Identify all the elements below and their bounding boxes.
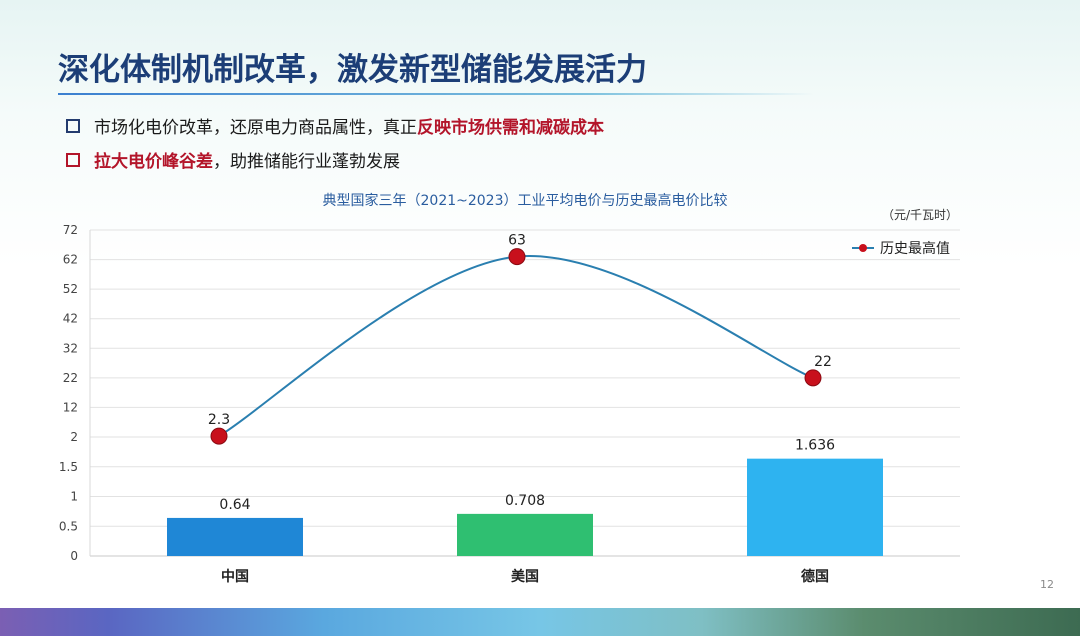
bar-label-1: 0.708 (505, 493, 545, 509)
line-point-label-0: 2.3 (208, 412, 230, 428)
bar-label-2: 1.636 (795, 438, 835, 454)
y-tick-upper: 62 (63, 253, 78, 267)
bullet-1-text: 市场化电价改革，还原电力商品属性，真正 (94, 118, 417, 138)
y-tick-lower: 0.5 (59, 519, 78, 533)
category-label-2: 德国 (801, 568, 829, 585)
bullet-1: 市场化电价改革，还原电力商品属性，真正 反映市场供需和减碳成本 (66, 113, 604, 138)
legend-label: 历史最高值 (880, 240, 950, 257)
line-series-historical-max (218, 255, 814, 437)
y-tick-lower: 0 (70, 549, 78, 563)
y-tick-upper: 22 (63, 371, 78, 385)
y-tick-upper: 2 (70, 430, 78, 444)
category-label-1: 美国 (511, 568, 539, 585)
line-point-label-2: 22 (814, 354, 832, 370)
legend-marker-icon (859, 244, 867, 252)
y-tick-upper: 32 (63, 341, 78, 355)
bar-2 (747, 458, 883, 556)
y-tick-lower: 1 (70, 490, 78, 504)
line-point-0 (210, 427, 228, 445)
chart-title: 典型国家三年（2021~2023）工业平均电价与历史最高电价比较 (323, 192, 728, 209)
y-tick-lower: 1.5 (59, 460, 78, 474)
line-point-1 (508, 248, 526, 266)
y-tick-upper: 42 (63, 312, 78, 326)
chart-unit-label: （元/千瓦时） (882, 208, 958, 222)
slide-title: 深化体制机制改革，激发新型储能发展活力 (58, 52, 647, 88)
category-label-0: 中国 (221, 568, 249, 585)
footer-banner (0, 608, 1080, 636)
line-point-2 (804, 369, 822, 387)
bar-1 (457, 513, 593, 556)
bullet-box-icon (66, 152, 80, 167)
page-number: 12 (1040, 578, 1054, 591)
bullet-1-emphasis: 反映市场供需和减碳成本 (417, 118, 604, 138)
y-tick-upper: 72 (63, 223, 78, 237)
line-point-label-1: 63 (508, 233, 526, 249)
title-underline (58, 93, 814, 95)
bullet-box-icon (66, 118, 80, 133)
bullet-2-emphasis: 拉大电价峰谷差 (94, 152, 213, 172)
bullet-2: 拉大电价峰谷差 ，助推储能行业蓬勃发展 (66, 147, 400, 172)
y-tick-upper: 12 (63, 400, 78, 414)
bullet-2-text: ，助推储能行业蓬勃发展 (213, 152, 400, 172)
y-tick-upper: 52 (63, 282, 78, 296)
bar-0 (167, 517, 303, 556)
bar-label-0: 0.64 (219, 497, 250, 513)
